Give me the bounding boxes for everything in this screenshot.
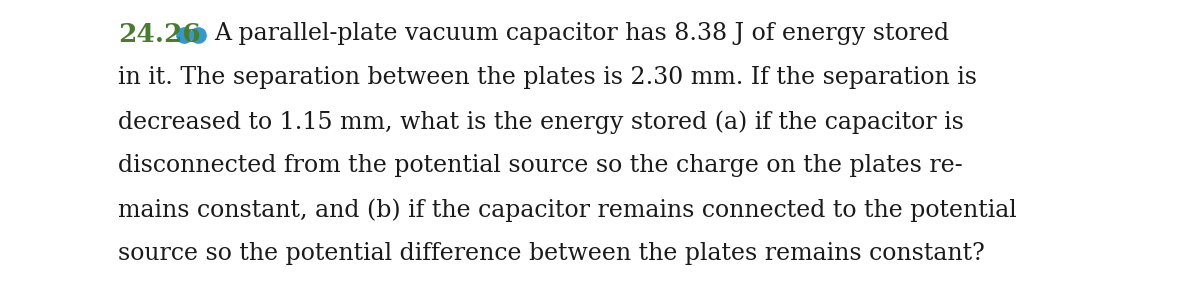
Text: source so the potential difference between the plates remains constant?: source so the potential difference betwe… xyxy=(118,242,985,265)
Text: A parallel-plate vacuum capacitor has 8.38 J of energy stored: A parallel-plate vacuum capacitor has 8.… xyxy=(214,22,949,45)
Text: mains constant, and (b) if the capacitor remains connected to the potential: mains constant, and (b) if the capacitor… xyxy=(118,198,1016,222)
Text: 24.26: 24.26 xyxy=(118,22,200,47)
Text: in it. The separation between the plates is 2.30 mm. If the separation is: in it. The separation between the plates… xyxy=(118,66,977,89)
Text: decreased to 1.15 mm, what is the energy stored (a) if the capacitor is: decreased to 1.15 mm, what is the energy… xyxy=(118,110,964,134)
Text: disconnected from the potential source so the charge on the plates re-: disconnected from the potential source s… xyxy=(118,154,962,177)
